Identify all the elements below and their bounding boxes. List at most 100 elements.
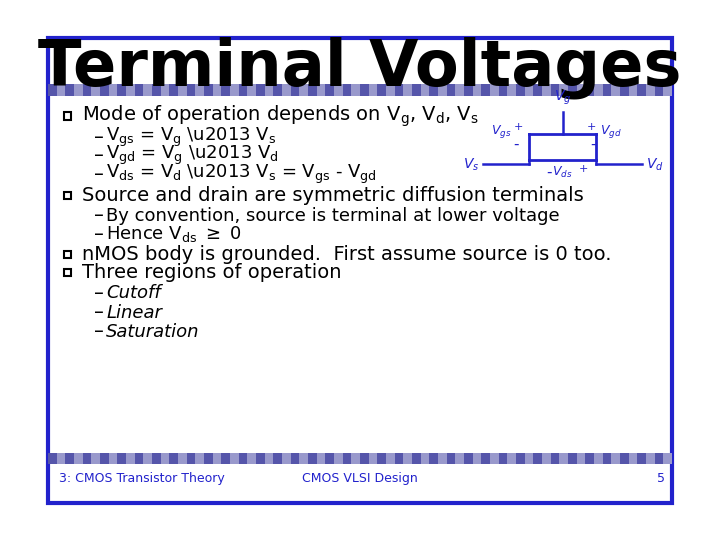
Bar bbox=[508, 84, 516, 96]
Bar bbox=[525, 84, 534, 96]
Text: –: – bbox=[94, 225, 104, 244]
Bar bbox=[100, 84, 109, 96]
Bar bbox=[577, 453, 585, 464]
Bar bbox=[239, 84, 248, 96]
Bar bbox=[66, 453, 74, 464]
Text: $V_s$: $V_s$ bbox=[464, 156, 480, 173]
Bar bbox=[377, 453, 386, 464]
Bar bbox=[300, 453, 308, 464]
Bar bbox=[611, 453, 620, 464]
Text: –: – bbox=[94, 146, 104, 165]
Bar bbox=[499, 453, 508, 464]
Text: –: – bbox=[94, 303, 104, 322]
Bar bbox=[204, 84, 212, 96]
Text: +: + bbox=[579, 165, 588, 174]
Text: 3: CMOS Transistor Theory: 3: CMOS Transistor Theory bbox=[58, 472, 225, 485]
Bar bbox=[412, 84, 420, 96]
Bar bbox=[386, 453, 395, 464]
Bar bbox=[274, 84, 282, 96]
Bar bbox=[143, 453, 152, 464]
Text: By convention, source is terminal at lower voltage: By convention, source is terminal at low… bbox=[107, 207, 560, 225]
Bar bbox=[654, 84, 663, 96]
Bar bbox=[603, 453, 611, 464]
Bar bbox=[603, 84, 611, 96]
Bar bbox=[195, 84, 204, 96]
Text: $V_{gd}$: $V_{gd}$ bbox=[600, 123, 621, 140]
Text: Linear: Linear bbox=[107, 303, 162, 321]
Bar bbox=[620, 453, 629, 464]
Bar bbox=[186, 453, 195, 464]
Bar bbox=[637, 453, 646, 464]
Bar bbox=[577, 84, 585, 96]
Bar bbox=[585, 84, 594, 96]
Bar bbox=[464, 84, 472, 96]
Bar bbox=[490, 453, 499, 464]
Bar bbox=[534, 84, 542, 96]
Bar bbox=[239, 453, 248, 464]
Bar bbox=[568, 84, 577, 96]
Bar bbox=[248, 453, 256, 464]
Bar bbox=[48, 453, 57, 464]
Bar bbox=[559, 453, 568, 464]
Bar bbox=[429, 453, 438, 464]
Text: Cutoff: Cutoff bbox=[107, 284, 161, 302]
Bar bbox=[481, 84, 490, 96]
Text: –: – bbox=[94, 127, 104, 147]
Text: Terminal Voltages: Terminal Voltages bbox=[38, 36, 682, 99]
Bar bbox=[403, 84, 412, 96]
Text: CMOS VLSI Design: CMOS VLSI Design bbox=[302, 472, 418, 485]
Bar bbox=[334, 453, 343, 464]
Text: Source and drain are symmetric diffusion terminals: Source and drain are symmetric diffusion… bbox=[81, 186, 583, 205]
Bar bbox=[178, 84, 186, 96]
Bar bbox=[74, 84, 83, 96]
Bar bbox=[351, 453, 360, 464]
FancyBboxPatch shape bbox=[48, 38, 672, 503]
Bar bbox=[143, 84, 152, 96]
Bar bbox=[169, 84, 178, 96]
Bar bbox=[629, 453, 637, 464]
Bar bbox=[169, 453, 178, 464]
Bar bbox=[308, 453, 317, 464]
Bar bbox=[325, 453, 334, 464]
Bar bbox=[135, 84, 143, 96]
Bar bbox=[646, 84, 654, 96]
Bar bbox=[152, 84, 161, 96]
Text: 5: 5 bbox=[657, 472, 665, 485]
Bar bbox=[64, 251, 71, 258]
Text: $\mathregular{V_{gs}}$ = $\mathregular{V_g}$ \u2013 $\mathregular{V_s}$: $\mathregular{V_{gs}}$ = $\mathregular{V… bbox=[107, 126, 276, 148]
Text: Mode of operation depends on $\mathregular{V_g}$, $\mathregular{V_d}$, $\mathreg: Mode of operation depends on $\mathregul… bbox=[81, 103, 478, 129]
Bar bbox=[91, 84, 100, 96]
Bar bbox=[637, 84, 646, 96]
Text: +: + bbox=[513, 122, 523, 132]
Bar bbox=[161, 84, 169, 96]
Bar bbox=[403, 453, 412, 464]
Bar bbox=[446, 84, 455, 96]
Bar bbox=[654, 453, 663, 464]
Bar bbox=[109, 453, 117, 464]
Text: –: – bbox=[94, 322, 104, 341]
Text: $V_{ds}$: $V_{ds}$ bbox=[552, 165, 573, 180]
Bar bbox=[300, 84, 308, 96]
Bar bbox=[100, 453, 109, 464]
Bar bbox=[429, 84, 438, 96]
Bar bbox=[230, 453, 239, 464]
Bar bbox=[464, 453, 472, 464]
Bar bbox=[455, 453, 464, 464]
Bar bbox=[551, 84, 559, 96]
Bar bbox=[490, 84, 499, 96]
Text: Three regions of operation: Three regions of operation bbox=[81, 264, 341, 282]
Bar bbox=[91, 453, 100, 464]
Bar bbox=[64, 112, 71, 119]
Bar bbox=[446, 453, 455, 464]
Text: –: – bbox=[94, 165, 104, 184]
Bar bbox=[594, 453, 603, 464]
Bar bbox=[360, 84, 369, 96]
Bar bbox=[256, 84, 265, 96]
Bar bbox=[325, 84, 334, 96]
Bar bbox=[386, 84, 395, 96]
Bar bbox=[620, 84, 629, 96]
Bar bbox=[282, 453, 291, 464]
Bar bbox=[481, 453, 490, 464]
Text: Saturation: Saturation bbox=[107, 323, 199, 341]
Bar bbox=[516, 84, 525, 96]
